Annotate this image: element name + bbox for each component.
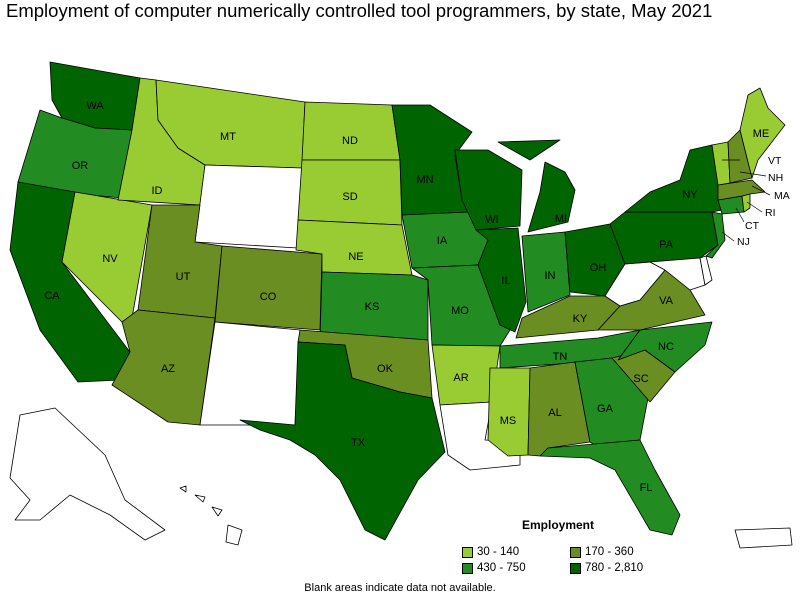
state-label-NE: NE (348, 251, 363, 263)
legend-swatch-2 (462, 562, 473, 574)
state-MD (649, 257, 706, 291)
state-WY (194, 164, 303, 249)
state-NM (199, 321, 301, 426)
state-label-WI: WI (485, 214, 498, 226)
state-PR (734, 527, 793, 549)
state-label-TX: TX (351, 437, 366, 449)
state-label-NH: NH (768, 172, 783, 184)
legend-swatch-1 (570, 546, 581, 558)
state-label-IL: IL (501, 275, 510, 287)
state-label-MS: MS (500, 415, 517, 427)
legend-item-bin-3: 780 - 2,810 (570, 562, 643, 574)
state-label-ME: ME (753, 128, 770, 140)
state-label-KS: KS (365, 301, 380, 313)
state-label-NC: NC (658, 341, 674, 353)
state-label-NV: NV (102, 253, 118, 265)
state-CO (214, 245, 323, 331)
state-label-ND: ND (342, 135, 358, 147)
state-label-FL: FL (640, 482, 653, 494)
footnote: Blank areas indicate data not available. (304, 582, 496, 594)
state-label-GA: GA (597, 403, 614, 415)
state-label-UT: UT (176, 271, 191, 283)
state-HI (179, 485, 243, 546)
state-label-MT: MT (220, 131, 236, 143)
state-label-MO: MO (451, 305, 469, 317)
state-label-AR: AR (453, 372, 468, 384)
legend-label-2: 430 - 750 (477, 562, 526, 574)
state-DE (699, 255, 713, 286)
state-label-OK: OK (377, 363, 394, 375)
state-IN (521, 231, 571, 313)
state-label-ID: ID (152, 185, 163, 197)
state-label-OR: OR (72, 160, 89, 172)
state-label-CA: CA (44, 290, 60, 302)
state-MI (497, 139, 576, 233)
state-label-MI: MI (555, 213, 567, 225)
state-label-TN: TN (553, 351, 568, 363)
legend-label-3: 780 - 2,810 (585, 562, 644, 574)
state-label-CO: CO (260, 291, 277, 303)
legend-item-bin-2: 430 - 750 (462, 562, 526, 574)
state-label-NY: NY (682, 189, 698, 201)
state-label-IN: IN (545, 270, 556, 282)
state-MA (717, 179, 766, 201)
legend-label-0: 30 - 140 (477, 546, 520, 558)
state-label-SD: SD (342, 191, 357, 203)
legend-item-bin-1: 170 - 360 (570, 546, 634, 558)
state-label-OH: OH (590, 262, 607, 274)
state-label-WA: WA (86, 100, 104, 112)
state-label-RI: RI (765, 207, 776, 219)
state-WI (454, 149, 523, 231)
leader-lines (721, 159, 771, 242)
state-labels: WA OR CA NV ID MT UT AZ CO ND SD NE KS OK TX MN IA MO AR WI… (44, 100, 789, 494)
state-AK (9, 407, 166, 541)
state-label-CT: CT (745, 220, 760, 232)
state-PA (609, 211, 719, 265)
legend-swatch-3 (570, 562, 581, 574)
state-FL (539, 439, 681, 536)
state-IL (475, 227, 527, 333)
state-label-AZ: AZ (161, 363, 175, 375)
state-label-VT: VT (768, 155, 782, 167)
state-AZ (111, 309, 216, 426)
legend-swatch-0 (462, 546, 473, 558)
state-label-NJ: NJ (737, 236, 750, 248)
state-ME (739, 87, 786, 179)
state-label-KY: KY (573, 313, 588, 325)
state-ND (301, 101, 401, 161)
legend-label-1: 170 - 360 (585, 546, 634, 558)
state-label-AL: AL (548, 407, 561, 419)
state-KS (319, 271, 429, 341)
legend-title: Employment (522, 518, 595, 532)
state-label-IA: IA (437, 235, 448, 247)
state-label-MN: MN (416, 174, 433, 186)
legend-item-bin-0: 30 - 140 (462, 546, 519, 558)
state-label-SC: SC (633, 373, 648, 385)
state-label-PA: PA (659, 239, 674, 251)
map-title: Employment of computer numerically contr… (6, 0, 713, 21)
state-label-VA: VA (659, 295, 674, 307)
state-NY (624, 144, 723, 213)
legend: Employment 30 - 140 170 - 360 430 - 750 … (462, 518, 702, 578)
state-MS (487, 367, 531, 457)
state-label-MA: MA (774, 190, 790, 202)
state-TX (239, 341, 446, 541)
